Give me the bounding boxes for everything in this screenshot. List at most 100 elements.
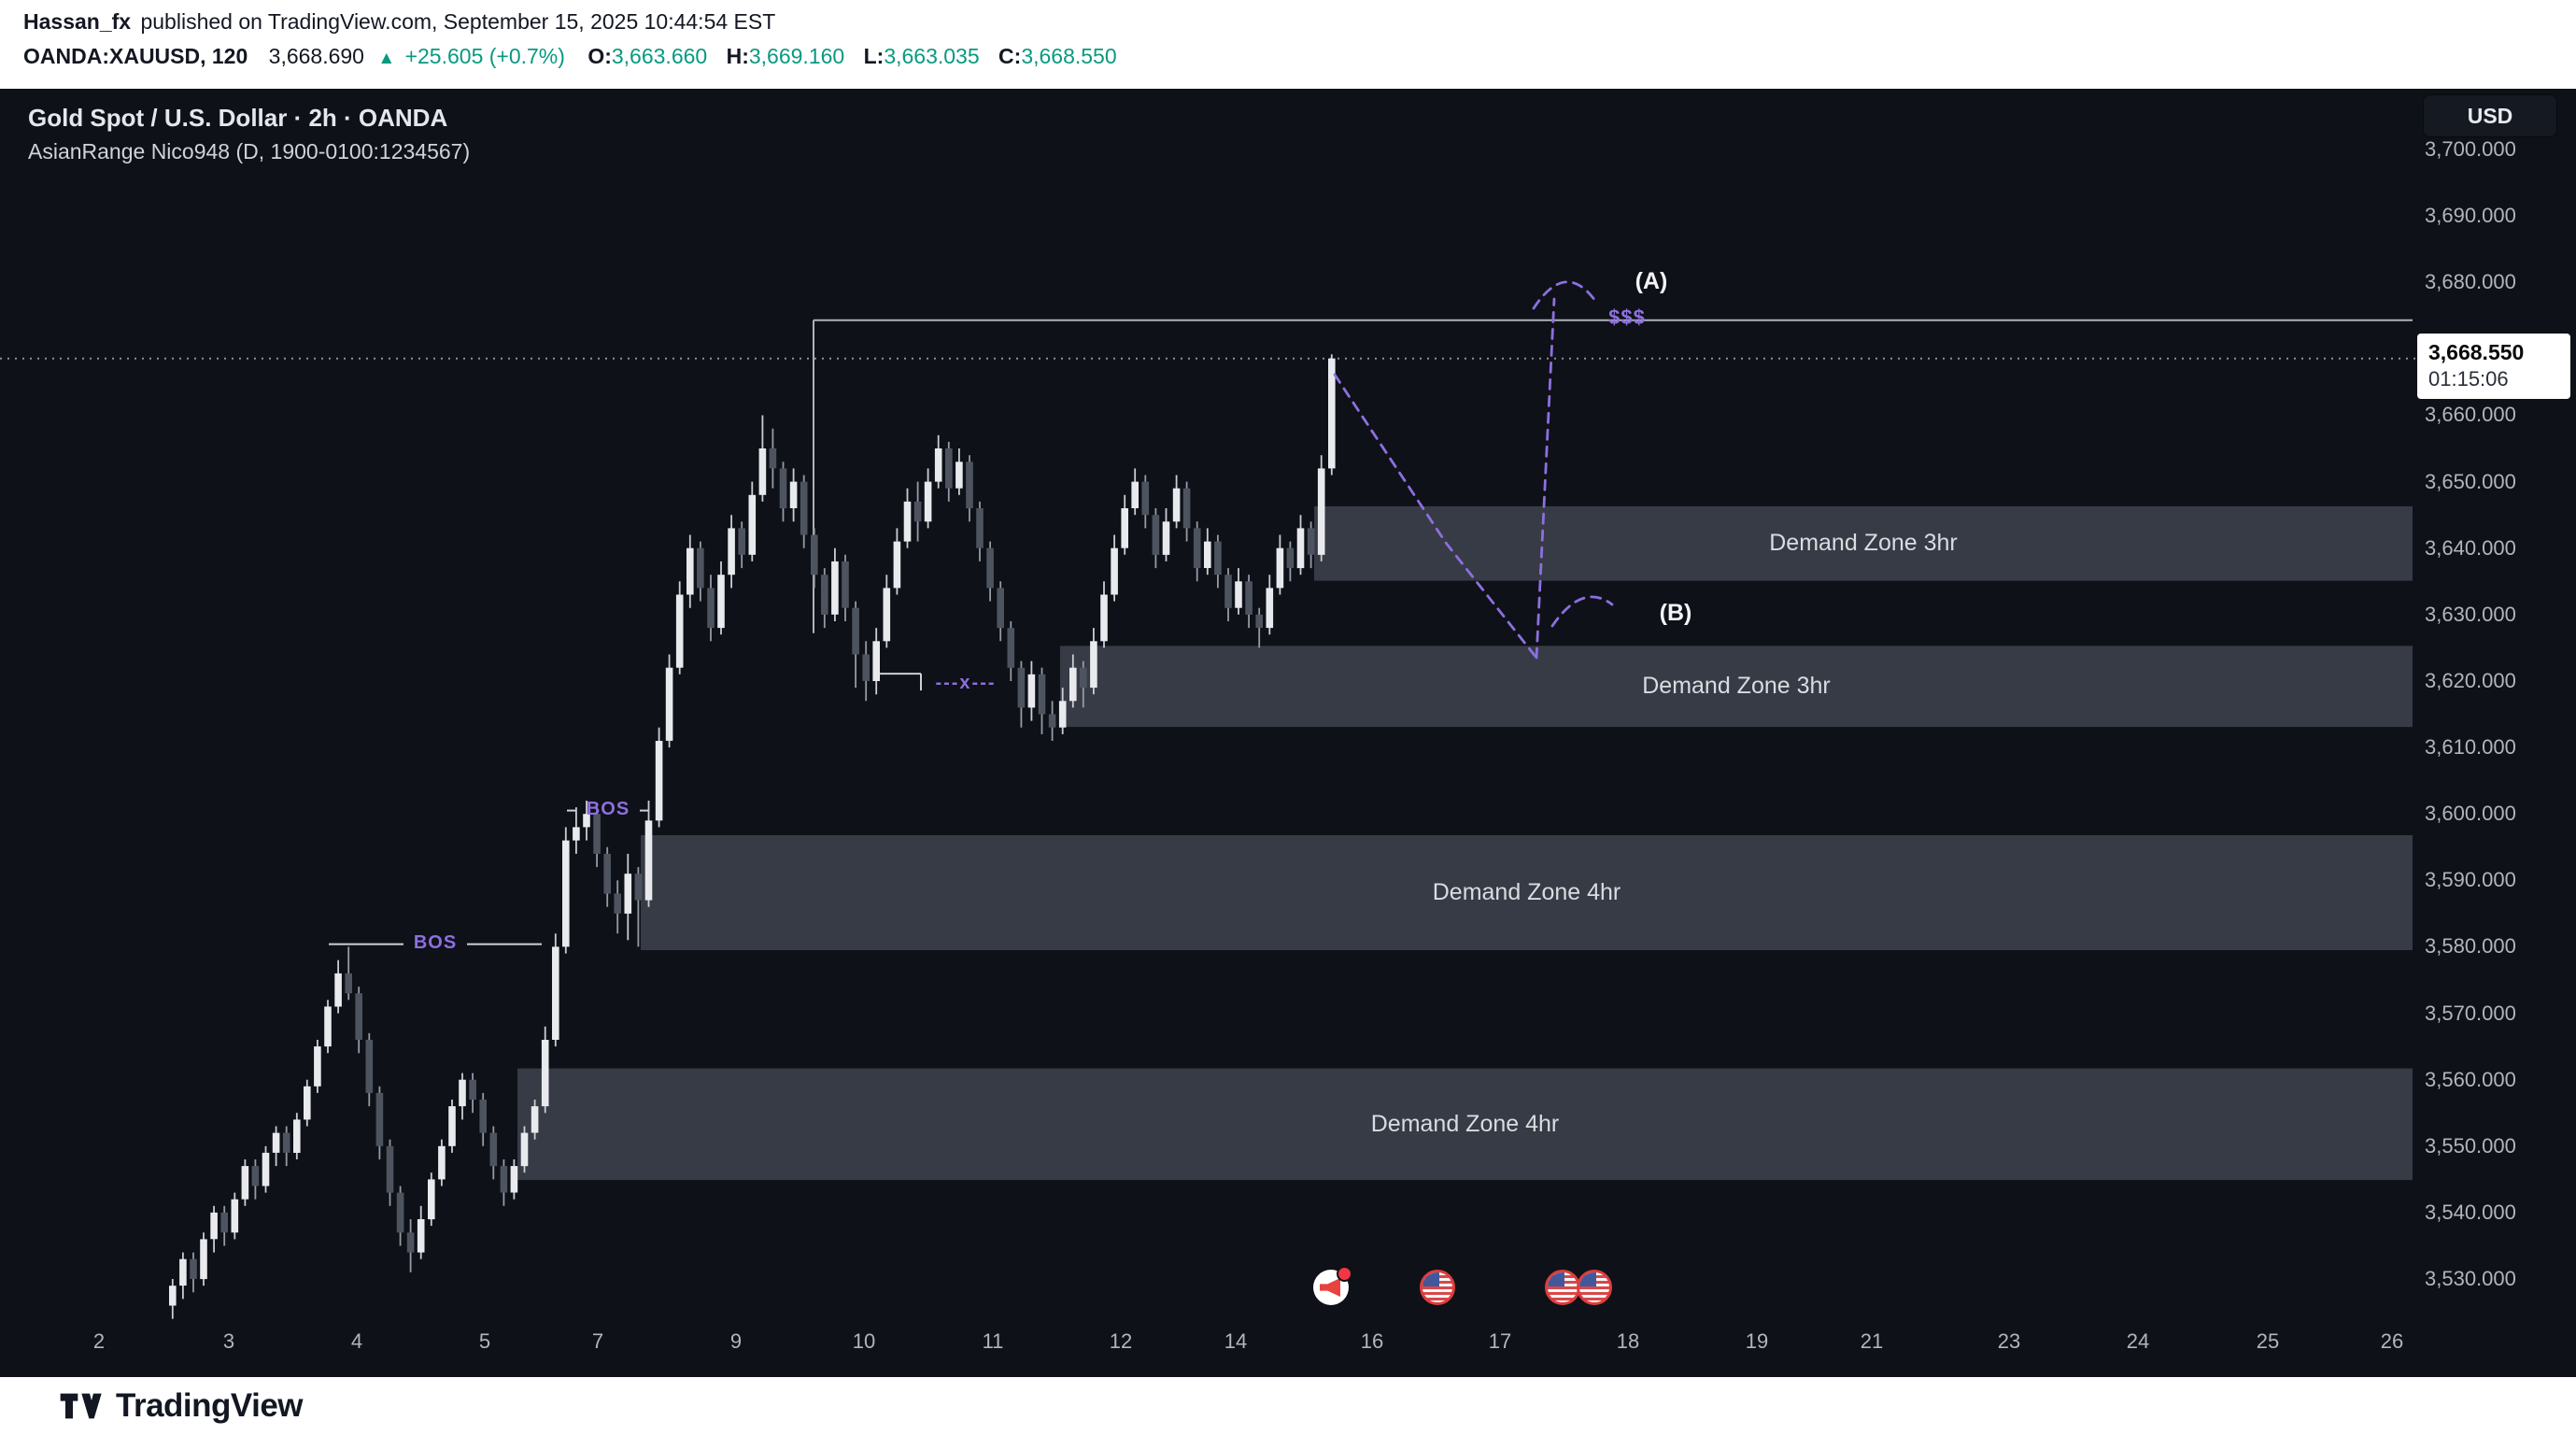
candle-body bbox=[1069, 667, 1077, 702]
price-tick-label: 3,550.000 bbox=[2425, 1133, 2516, 1158]
time-tick-label: 16 bbox=[1360, 1329, 1384, 1353]
open-label: O: bbox=[587, 44, 612, 68]
price-tick-label: 3,690.000 bbox=[2425, 204, 2516, 228]
candle-body bbox=[697, 547, 704, 589]
candle-body bbox=[345, 973, 352, 994]
quote-last-price: 3,668.690 bbox=[268, 44, 364, 68]
candle-body bbox=[479, 1100, 487, 1133]
candle-body bbox=[262, 1152, 270, 1186]
last-price-value: 3,668.550 bbox=[2428, 340, 2525, 364]
candle-body bbox=[220, 1212, 228, 1233]
publish-header: Hassan_fx published on TradingView.com, … bbox=[0, 0, 2576, 89]
candle-body bbox=[986, 547, 994, 589]
price-tick-label: 3,530.000 bbox=[2425, 1267, 2516, 1291]
tradingview-wordmark[interactable]: TradingView bbox=[116, 1387, 304, 1424]
candle-body bbox=[1204, 541, 1211, 568]
megaphone-event-icon[interactable] bbox=[1313, 1266, 1352, 1305]
candle-body bbox=[438, 1145, 446, 1180]
price-tick-label: 3,700.000 bbox=[2425, 137, 2516, 161]
candle-body bbox=[1296, 528, 1305, 569]
price-tick-label: 3,620.000 bbox=[2425, 668, 2516, 692]
candle-body bbox=[510, 1166, 518, 1193]
candle-body bbox=[1307, 528, 1315, 555]
us-flag-event-icon[interactable] bbox=[1420, 1270, 1455, 1305]
bar-countdown: 01:15:06 bbox=[2428, 367, 2509, 391]
candle-body bbox=[314, 1046, 321, 1087]
candle-body bbox=[1121, 508, 1128, 548]
candle-body bbox=[903, 501, 912, 542]
candle-body bbox=[800, 481, 808, 535]
candle-body bbox=[1182, 488, 1191, 529]
price-tick-label: 3,650.000 bbox=[2425, 469, 2516, 493]
candle-body bbox=[489, 1132, 498, 1167]
price-tick-label: 3,660.000 bbox=[2425, 403, 2516, 427]
candle-body bbox=[583, 814, 590, 828]
demand-zone-rect bbox=[641, 835, 2413, 950]
projection-path bbox=[1333, 373, 1538, 660]
price-tick-label: 3,590.000 bbox=[2425, 868, 2516, 892]
candle-body bbox=[375, 1092, 384, 1146]
candle-body bbox=[1162, 521, 1170, 555]
candle-body bbox=[396, 1192, 404, 1233]
candle-body bbox=[634, 874, 643, 901]
candle-body bbox=[934, 448, 942, 482]
candle-body bbox=[365, 1040, 374, 1093]
candle-body bbox=[821, 575, 828, 615]
time-tick-label: 21 bbox=[1860, 1329, 1884, 1353]
candle-body bbox=[1276, 547, 1284, 589]
candle-body bbox=[1007, 628, 1015, 668]
time-tick-label: 24 bbox=[2126, 1329, 2150, 1353]
high-value: 3,669.160 bbox=[748, 44, 845, 68]
candle-body bbox=[334, 973, 342, 1007]
candle-body bbox=[1193, 528, 1201, 569]
time-tick-label: 17 bbox=[1488, 1329, 1512, 1353]
us-flag-event-icon[interactable] bbox=[1577, 1270, 1612, 1305]
candle-body bbox=[686, 547, 694, 595]
candle-body bbox=[738, 528, 745, 555]
candle-body bbox=[593, 814, 601, 854]
price-tick-label: 3,610.000 bbox=[2425, 735, 2516, 760]
open-value: 3,663.660 bbox=[611, 44, 708, 68]
footer: TradingView bbox=[0, 1377, 2576, 1435]
candle-body bbox=[355, 993, 362, 1040]
candle-body bbox=[1141, 481, 1150, 516]
price-tick-label: 3,560.000 bbox=[2425, 1067, 2516, 1091]
candle-body bbox=[448, 1106, 456, 1146]
candle-body bbox=[913, 501, 922, 522]
price-axis[interactable]: 3,700.0003,690.0003,680.0003,670.0003,66… bbox=[2415, 89, 2576, 1377]
us-flag-event-icon[interactable] bbox=[1545, 1270, 1580, 1305]
quote-symbol: OANDA:XAUUSD, 120 bbox=[23, 44, 248, 68]
low-label: L: bbox=[863, 44, 885, 68]
candle-body bbox=[541, 1040, 549, 1107]
chart-area[interactable]: Gold Spot / U.S. Dollar · 2h · OANDA Asi… bbox=[0, 89, 2576, 1377]
byline-text: published on TradingView.com, September … bbox=[140, 9, 776, 34]
candle-body bbox=[1058, 701, 1067, 728]
candle-body bbox=[893, 541, 901, 589]
candle-body bbox=[1214, 541, 1222, 575]
candle-body bbox=[1038, 674, 1046, 715]
candle-body bbox=[707, 588, 715, 629]
candle-body bbox=[1224, 575, 1232, 608]
projection-path bbox=[1532, 280, 1597, 310]
candle-body bbox=[769, 448, 777, 469]
tradingview-logo-icon[interactable] bbox=[58, 1387, 103, 1425]
byline: Hassan_fx published on TradingView.com, … bbox=[23, 8, 775, 35]
megaphone-glyph bbox=[1320, 1278, 1340, 1297]
byline-author: Hassan_fx bbox=[23, 9, 132, 34]
candle-body bbox=[779, 468, 787, 509]
time-tick-label: 10 bbox=[852, 1329, 876, 1353]
chart-plot[interactable] bbox=[0, 89, 2576, 1377]
candle-body bbox=[428, 1179, 435, 1220]
high-label: H: bbox=[726, 44, 749, 68]
time-axis[interactable]: 2 3 4 5 7 9 10 11 12 14 16 17 18 19 21 23 24 25 26 bbox=[0, 89, 2576, 1377]
candle-body bbox=[644, 820, 653, 901]
candle-body bbox=[1017, 667, 1026, 708]
quote-change: +25.605 (+0.7%) bbox=[404, 44, 565, 68]
axis-currency-button[interactable]: USD bbox=[2423, 94, 2557, 137]
projection-path bbox=[1550, 595, 1614, 628]
candle-body bbox=[624, 874, 632, 914]
candle-body bbox=[862, 654, 870, 681]
candle-body bbox=[728, 528, 735, 575]
candle-body bbox=[520, 1132, 529, 1167]
